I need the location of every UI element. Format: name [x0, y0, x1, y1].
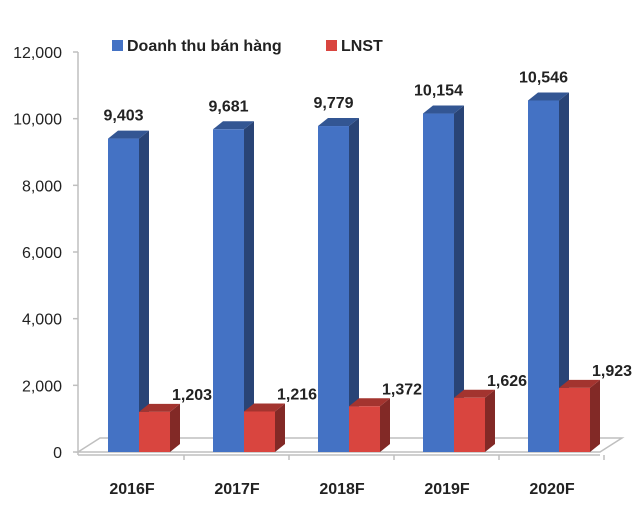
- bar-revenue: [318, 126, 349, 453]
- bar-revenue: [108, 138, 139, 453]
- x-tick-label: 2017F: [214, 481, 260, 498]
- data-label: 10,546: [519, 69, 568, 86]
- bar-revenue: [213, 129, 244, 453]
- x-tick-label: 2016F: [109, 481, 155, 498]
- data-label: 1,626: [487, 373, 527, 390]
- bar-top: [559, 379, 600, 388]
- data-label: 9,779: [313, 95, 353, 112]
- y-tick-label: 12,000: [13, 45, 62, 62]
- data-label: 1,203: [172, 387, 212, 404]
- bar-side: [454, 105, 464, 453]
- bar-side: [559, 92, 569, 452]
- bar-top: [454, 389, 495, 398]
- bar-revenue: [423, 113, 454, 453]
- bar-top: [108, 130, 149, 139]
- x-tick-label: 2018F: [319, 481, 365, 498]
- data-label: 9,681: [208, 98, 248, 115]
- bar-top: [423, 105, 464, 114]
- bar-top: [213, 121, 254, 130]
- bar-top: [349, 398, 390, 407]
- bar-side: [275, 403, 285, 452]
- bar-top: [318, 118, 359, 127]
- bar-top: [528, 92, 569, 101]
- bar-side: [349, 118, 359, 453]
- data-label: 1,923: [592, 363, 632, 380]
- bar-top: [139, 403, 180, 412]
- y-tick-label: 4,000: [22, 312, 62, 329]
- data-label: 10,154: [414, 83, 463, 100]
- y-tick-label: 0: [53, 445, 62, 462]
- bar-lnst: [454, 397, 485, 452]
- y-tick-label: 8,000: [22, 178, 62, 195]
- bar-side: [139, 130, 149, 453]
- bar-top: [244, 403, 285, 412]
- data-label: 9,403: [103, 108, 143, 125]
- bar-side: [485, 389, 495, 452]
- bar-lnst: [349, 406, 380, 452]
- legend-label: LNST: [341, 38, 383, 55]
- data-label: 1,372: [382, 381, 422, 398]
- y-tick-label: 10,000: [13, 112, 62, 129]
- legend-swatch: [112, 40, 123, 51]
- x-tick-label: 2019F: [424, 481, 470, 498]
- legend-swatch: [326, 40, 337, 51]
- x-tick-label: 2020F: [529, 481, 575, 498]
- bar-side: [170, 403, 180, 452]
- y-tick-label: 6,000: [22, 245, 62, 262]
- bar-lnst: [139, 411, 170, 452]
- bar-revenue: [528, 100, 559, 452]
- y-tick-label: 2,000: [22, 378, 62, 395]
- bar-lnst: [244, 411, 275, 452]
- bar-side: [380, 398, 390, 452]
- data-label: 1,216: [277, 386, 317, 403]
- bar-lnst: [559, 387, 590, 452]
- bar-side: [590, 379, 600, 452]
- bar-side: [244, 121, 254, 453]
- legend-label: Doanh thu bán hàng: [127, 38, 282, 55]
